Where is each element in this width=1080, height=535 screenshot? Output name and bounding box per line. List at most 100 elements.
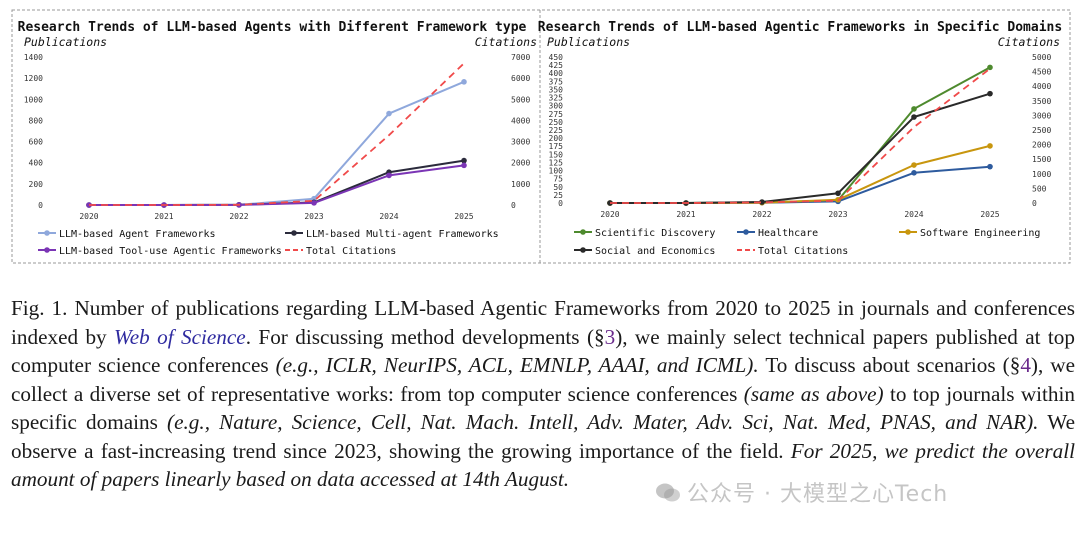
chart-title: Research Trends of LLM-based Agentic Fra… (538, 20, 1062, 35)
web-of-science-link[interactable]: Web of Science (114, 324, 246, 349)
data-point-healthcare (911, 170, 917, 176)
legend-marker-scientific-discovery (580, 229, 586, 235)
section-ref-4[interactable]: 4 (1020, 353, 1031, 377)
data-point-llm-based-multi-agent-frameworks (461, 157, 467, 164)
right-tick-label: 1500 (1032, 155, 1051, 164)
data-point-social-and-economics (911, 114, 917, 120)
data-point-llm-based-agent-frameworks (461, 79, 467, 85)
left-tick-label: 225 (549, 126, 564, 135)
watermark: 公众号 · 大模型之心Tech (655, 476, 948, 508)
left-tick-label: 0 (38, 201, 43, 210)
left-tick-label: 1400 (24, 53, 43, 62)
x-tick-label: 2022 (752, 210, 771, 219)
chart-specific-domains: Research Trends of LLM-based Agentic Fra… (538, 20, 1062, 257)
right-tick-label: 3000 (511, 138, 530, 147)
left-tick-label: 175 (549, 142, 564, 151)
left-tick-label: 375 (549, 77, 564, 86)
legend-label-social-and-economics: Social and Economics (595, 246, 715, 257)
x-tick-label: 2025 (454, 212, 473, 221)
series-line-llm-based-multi-agent-frameworks (89, 159, 465, 206)
chart-title: Research Trends of LLM-based Agents with… (18, 20, 527, 35)
left-tick-label: 1200 (24, 74, 43, 83)
series-line-total-citations (89, 62, 465, 206)
caption-text-5: ), we collect a diverse set of represent… (11, 353, 1076, 406)
x-tick-label: 2024 (904, 210, 923, 219)
right-tick-label: 500 (1032, 184, 1047, 193)
left-tick-label: 25 (553, 191, 563, 200)
left-tick-label: 425 (549, 61, 564, 70)
data-point-llm-based-agent-frameworks (386, 110, 392, 117)
left-tick-label: 800 (29, 116, 44, 125)
legend-marker-social-and-economics (580, 247, 586, 253)
series-line-scientific-discovery (610, 66, 991, 204)
caption-text-7: We observe a fast-increasing trend since… (11, 410, 1075, 463)
left-tick-label: 150 (549, 150, 564, 159)
data-point-software-engineering (987, 143, 993, 149)
right-tick-label: 0 (511, 201, 516, 210)
x-tick-label: 2024 (379, 212, 398, 221)
caption-text-2: . For discussing method developments (§ (245, 324, 605, 349)
legend-label-llm-based-agent-frameworks: LLM-based Agent Frameworks (59, 229, 216, 240)
legend-label-total-citations: Total Citations (306, 246, 396, 257)
right-axis-label: Citations (475, 35, 537, 49)
data-point-scientific-discovery (987, 64, 993, 71)
data-point-llm-based-tool-use-agentic-frameworks (461, 162, 467, 169)
x-tick-label: 2020 (79, 212, 98, 221)
caption-text-6: to top journals within specific domains (11, 381, 1075, 435)
right-tick-label: 3000 (1032, 111, 1051, 120)
right-tick-label: 2500 (1032, 126, 1051, 135)
left-axis-label: Publications (547, 35, 630, 49)
x-tick-label: 2023 (304, 212, 323, 221)
left-tick-label: 0 (558, 199, 563, 208)
legend-label-scientific-discovery: Scientific Discovery (595, 228, 715, 239)
legend-label-total-citations: Total Citations (758, 246, 848, 257)
right-axis-label: Citations (998, 35, 1060, 49)
right-tick-label: 1000 (1032, 170, 1051, 179)
data-point-healthcare (987, 163, 993, 170)
right-tick-label: 4000 (1032, 82, 1051, 91)
caption-text-4: To discuss about scenarios (§ (758, 353, 1021, 377)
left-tick-label: 200 (549, 134, 564, 143)
left-tick-label: 600 (29, 138, 44, 147)
legend-marker-llm-based-multi-agent-frameworks (291, 230, 297, 236)
caption-text-1: Number of publications regarding LLM-bas… (11, 296, 1075, 349)
x-tick-label: 2025 (980, 210, 999, 219)
right-tick-label: 4000 (511, 116, 530, 125)
left-tick-label: 350 (549, 85, 564, 94)
right-tick-label: 2000 (1032, 141, 1051, 150)
right-tick-label: 5000 (1032, 53, 1051, 62)
legend-label-llm-based-tool-use-agentic-frameworks: LLM-based Tool-use Agentic Frameworks (59, 246, 282, 257)
section-ref-3[interactable]: 3 (604, 324, 616, 349)
x-tick-label: 2023 (828, 210, 847, 219)
fig-label: Fig. 1. (11, 296, 68, 320)
legend-marker-software-engineering (905, 229, 911, 235)
right-tick-label: 6000 (511, 74, 530, 83)
left-tick-label: 250 (549, 118, 564, 127)
series-line-llm-based-tool-use-agentic-frameworks (89, 164, 465, 206)
watermark-text: 公众号 · 大模型之心Tech (687, 482, 949, 507)
caption-italic-2: (same as above) (743, 381, 884, 406)
figure-caption: Fig. 1. Number of publications regarding… (11, 294, 1075, 494)
left-axis-label: Publications (24, 35, 107, 49)
right-tick-label: 2000 (511, 159, 530, 168)
x-tick-label: 2021 (154, 212, 173, 221)
data-point-software-engineering (911, 162, 917, 168)
figure-panel: Research Trends of LLM-based Agents with… (11, 9, 1071, 264)
data-point-social-and-economics (759, 199, 765, 205)
left-tick-label: 300 (549, 102, 564, 111)
data-point-social-and-economics (835, 190, 841, 197)
data-point-social-and-economics (987, 90, 993, 97)
left-tick-label: 275 (549, 110, 564, 119)
legend-label-llm-based-multi-agent-frameworks: LLM-based Multi-agent Frameworks (306, 229, 499, 240)
x-tick-label: 2022 (229, 212, 248, 221)
legend-marker-healthcare (743, 229, 749, 235)
left-tick-label: 50 (553, 183, 563, 192)
left-tick-label: 450 (549, 53, 564, 62)
legend-marker-llm-based-agent-frameworks (44, 230, 50, 236)
left-tick-label: 200 (29, 180, 44, 189)
left-tick-label: 75 (553, 175, 563, 184)
left-tick-label: 100 (549, 167, 564, 176)
left-tick-label: 125 (549, 158, 564, 167)
chart-framework-type: Research Trends of LLM-based Agents with… (18, 20, 537, 257)
series-line-llm-based-agent-frameworks (89, 80, 465, 206)
